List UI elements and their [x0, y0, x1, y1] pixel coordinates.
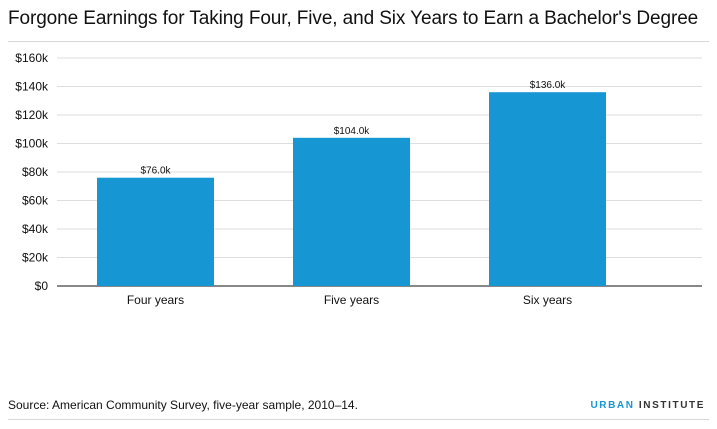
bar-data-label: $76.0k: [140, 166, 171, 177]
footer-divider: [8, 419, 709, 420]
x-tick-label: Six years: [523, 293, 572, 307]
y-tick-label: $60k: [22, 194, 49, 208]
bars: [97, 92, 606, 286]
x-tick-label: Four years: [127, 293, 184, 307]
y-tick-label: $0: [35, 279, 49, 293]
y-tick-label: $40k: [22, 222, 49, 236]
y-tick-label: $160k: [15, 51, 49, 65]
y-tick-label: $80k: [22, 165, 49, 179]
brand-word-urban: URBAN: [590, 400, 635, 411]
y-tick-label: $20k: [22, 251, 49, 265]
bar-six-years: [489, 92, 606, 286]
title-divider: [8, 41, 709, 42]
x-axis-tick-labels: Four years Five years Six years: [127, 293, 572, 307]
chart-title: Forgone Earnings for Taking Four, Five, …: [8, 8, 699, 29]
urban-institute-logo: URBAN INSTITUTE: [590, 400, 705, 411]
y-tick-label: $100k: [15, 137, 49, 151]
bar-five-years: [293, 137, 410, 286]
brand-word-institute: INSTITUTE: [634, 400, 705, 411]
bar-data-labels: $76.0k $104.0k $136.0k: [140, 80, 566, 177]
y-tick-label: $120k: [15, 108, 49, 122]
y-tick-label: $140k: [15, 80, 49, 94]
bar-four-years: [97, 177, 214, 286]
bar-data-label: $104.0k: [334, 126, 371, 137]
y-axis-tick-labels: $0 $20k $40k $60k $80k $100k $120k $140k $160k: [15, 51, 49, 293]
bar-data-label: $136.0k: [530, 80, 567, 91]
source-note: Source: American Community Survey, five-…: [8, 398, 358, 412]
x-tick-label: Five years: [324, 293, 379, 307]
